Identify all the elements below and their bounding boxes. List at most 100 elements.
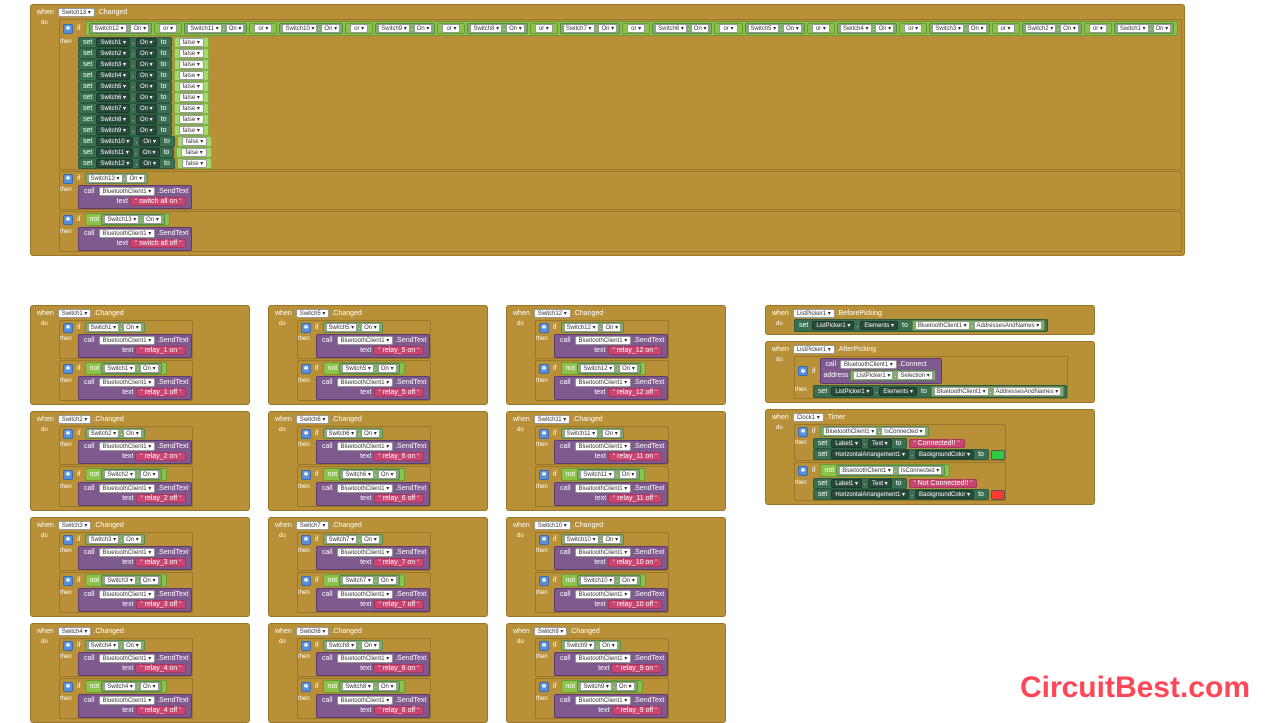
- gear-icon[interactable]: ✱: [63, 215, 73, 225]
- set-switch-on-false[interactable]: setSwitch8 ▾.On ▾to: [78, 114, 172, 125]
- getter-block[interactable]: Switch2 ▾.On ▾: [101, 469, 161, 480]
- dropdown[interactable]: false ▾: [179, 82, 204, 91]
- getter-block[interactable]: Switch10 ▾.On ▾: [279, 23, 343, 34]
- dropdown[interactable]: or ▾: [627, 24, 645, 33]
- call-send-Switch11-off[interactable]: callBluetoothClient1 ▾.SendTexttext"rela…: [554, 482, 668, 506]
- when-Switch2-changed[interactable]: whenSwitch2 ▾.Changeddo✱ifSwitch2 ▾.On ▾…: [30, 411, 250, 511]
- dropdown[interactable]: Switch11 ▾: [580, 470, 615, 479]
- dropdown[interactable]: Clock1 ▾: [793, 413, 824, 422]
- dropdown[interactable]: On ▾: [123, 535, 142, 544]
- dropdown[interactable]: On ▾: [136, 104, 157, 113]
- dropdown[interactable]: Switch3 ▾: [88, 535, 120, 544]
- if-Switch2-off[interactable]: ✱ifnot Switch2 ▾.On ▾thencallBluetoothCl…: [59, 466, 193, 507]
- dropdown[interactable]: Switch12 ▾: [580, 364, 615, 373]
- getter-block[interactable]: Switch5 ▾.On ▾: [339, 363, 399, 374]
- gear-icon[interactable]: ✱: [63, 24, 73, 34]
- dropdown[interactable]: Switch4 ▾: [88, 641, 120, 650]
- gear-icon[interactable]: ✱: [539, 323, 549, 333]
- getter-block[interactable]: Switch5 ▾.On ▾: [323, 322, 383, 333]
- dropdown[interactable]: Switch2 ▾: [88, 429, 120, 438]
- dropdown[interactable]: On ▾: [783, 24, 802, 33]
- call-send-Switch4-off[interactable]: callBluetoothClient1 ▾.SendTexttext"rela…: [78, 694, 192, 718]
- dropdown[interactable]: Switch13 ▾: [88, 174, 123, 183]
- if-connect[interactable]: ✱ifcallBluetoothClient1 ▾.Connectaddress…: [794, 356, 1068, 399]
- dropdown[interactable]: AddressesAndNames ▾: [993, 387, 1062, 396]
- set-switch-on-false[interactable]: setSwitch11 ▾.On ▾to: [78, 147, 174, 158]
- dropdown[interactable]: On ▾: [619, 576, 638, 585]
- dropdown[interactable]: Switch7 ▾: [96, 104, 130, 113]
- false-literal[interactable]: false ▾: [174, 81, 209, 92]
- dropdown[interactable]: AddressesAndNames ▾: [974, 321, 1043, 330]
- dropdown[interactable]: or ▾: [442, 24, 460, 33]
- set-elements[interactable]: setListPicker1 ▾.Elements ▾toBluetoothCl…: [794, 319, 1048, 332]
- dropdown[interactable]: BluetoothClient1 ▾: [915, 321, 970, 330]
- when-Switch10-changed[interactable]: whenSwitch10 ▾.Changeddo✱ifSwitch10 ▾.On…: [506, 517, 726, 617]
- dropdown[interactable]: Switch11 ▾: [187, 24, 222, 33]
- dropdown[interactable]: On ▾: [378, 364, 397, 373]
- call-connect[interactable]: callBluetoothClient1 ▾.ConnectaddressLis…: [820, 358, 942, 384]
- dropdown[interactable]: Switch8 ▾: [96, 115, 130, 124]
- dropdown[interactable]: IsConnected ▾: [898, 466, 942, 475]
- getter-block[interactable]: Switch3 ▾.On ▾: [101, 575, 161, 586]
- gear-icon[interactable]: ✱: [63, 323, 73, 333]
- dropdown[interactable]: or ▾: [1089, 24, 1107, 33]
- when-listpicker-beforepicking[interactable]: whenListPicker1 ▾.BeforePickingdosetList…: [765, 305, 1095, 335]
- dropdown[interactable]: On ▾: [378, 682, 397, 691]
- text-literal[interactable]: "relay_5 on": [373, 346, 424, 355]
- getter-block[interactable]: BluetoothClient1 ▾.AddressesAndNames ▾: [912, 320, 1045, 331]
- gear-icon[interactable]: ✱: [301, 364, 311, 374]
- dropdown[interactable]: BackgroundColor ▾: [915, 490, 974, 499]
- getter-block[interactable]: Switch8 ▾.On ▾: [339, 681, 399, 692]
- dropdown[interactable]: Switch10 ▾: [534, 521, 571, 530]
- dropdown[interactable]: BluetoothClient1 ▾: [99, 654, 156, 663]
- call-send-Switch5-on[interactable]: callBluetoothClient1 ▾.SendTexttext"rela…: [316, 334, 430, 358]
- dropdown[interactable]: On ▾: [616, 682, 635, 691]
- text-literal[interactable]: "relay_12 off": [608, 388, 663, 397]
- call-send-Switch3-on[interactable]: callBluetoothClient1 ▾.SendTexttext"rela…: [78, 546, 192, 570]
- getter-block[interactable]: Switch4 ▾.On ▾: [85, 640, 145, 651]
- false-literal[interactable]: false ▾: [174, 92, 209, 103]
- getter-block[interactable]: Switch10 ▾.On ▾: [577, 575, 641, 586]
- dropdown[interactable]: On ▾: [136, 115, 157, 124]
- or-op[interactable]: or ▾: [1084, 23, 1112, 34]
- dropdown[interactable]: Switch5 ▾: [96, 82, 130, 91]
- dropdown[interactable]: Switch9 ▾: [378, 24, 410, 33]
- dropdown[interactable]: On ▾: [361, 323, 380, 332]
- dropdown[interactable]: Switch1 ▾: [1117, 24, 1149, 33]
- if-Switch1-off[interactable]: ✱ifnot Switch1 ▾.On ▾thencallBluetoothCl…: [59, 360, 193, 401]
- when-Switch12-changed[interactable]: whenSwitch12 ▾.Changeddo✱ifSwitch12 ▾.On…: [506, 305, 726, 405]
- if-Switch8-on[interactable]: ✱ifSwitch8 ▾.On ▾thencallBluetoothClient…: [297, 638, 431, 677]
- dropdown[interactable]: BluetoothClient1 ▾: [99, 187, 156, 196]
- dropdown[interactable]: ListPicker1 ▾: [853, 371, 893, 380]
- dropdown[interactable]: BluetoothClient1 ▾: [575, 442, 632, 451]
- false-literal[interactable]: false ▾: [174, 103, 209, 114]
- dropdown[interactable]: Switch8 ▾: [326, 641, 358, 650]
- getter-block[interactable]: Switch11 ▾.On ▾: [184, 23, 247, 34]
- call-send-Switch11-on[interactable]: callBluetoothClient1 ▾.SendTexttext"rela…: [554, 440, 668, 464]
- text-literal[interactable]: "Connected!!": [909, 439, 965, 448]
- if-isconnected[interactable]: ✱ifBluetoothClient1 ▾.IsConnected ▾thens…: [794, 424, 1006, 461]
- call-send-Switch10-off[interactable]: callBluetoothClient1 ▾.SendTexttext"rela…: [554, 588, 668, 612]
- dropdown[interactable]: Switch7 ▾: [342, 576, 374, 585]
- getter-block[interactable]: Switch4 ▾.On ▾: [101, 681, 161, 692]
- text-literal[interactable]: "relay_1 on": [135, 346, 186, 355]
- gear-icon[interactable]: ✱: [301, 470, 311, 480]
- dropdown[interactable]: Switch6 ▾: [96, 93, 130, 102]
- text-literal[interactable]: "relay_6 on": [373, 452, 424, 461]
- if-Switch12-off[interactable]: ✱ifnot Switch12 ▾.On ▾thencallBluetoothC…: [535, 360, 669, 401]
- set-label-connected[interactable]: setLabel1 ▾.Text ▾to: [813, 438, 907, 449]
- dropdown[interactable]: On ▾: [361, 535, 380, 544]
- call-send-Switch2-off[interactable]: callBluetoothClient1 ▾.SendTexttext"rela…: [78, 482, 192, 506]
- dropdown[interactable]: Switch7 ▾: [563, 24, 595, 33]
- dropdown[interactable]: Switch4 ▾: [104, 682, 136, 691]
- dropdown[interactable]: BluetoothClient1 ▾: [840, 360, 897, 369]
- getter-block[interactable]: Switch7 ▾.On ▾: [560, 23, 620, 34]
- false-literal[interactable]: false ▾: [174, 125, 209, 136]
- text-literal[interactable]: "relay_8 on": [373, 664, 424, 673]
- dropdown[interactable]: Elements ▾: [879, 387, 917, 396]
- if-Switch5-off[interactable]: ✱ifnot Switch5 ▾.On ▾thencallBluetoothCl…: [297, 360, 431, 401]
- when-Switch7-changed[interactable]: whenSwitch7 ▾.Changeddo✱ifSwitch7 ▾.On ▾…: [268, 517, 488, 617]
- dropdown[interactable]: false ▾: [179, 115, 204, 124]
- dropdown[interactable]: Switch2 ▾: [1025, 24, 1057, 33]
- dropdown[interactable]: false ▾: [179, 60, 204, 69]
